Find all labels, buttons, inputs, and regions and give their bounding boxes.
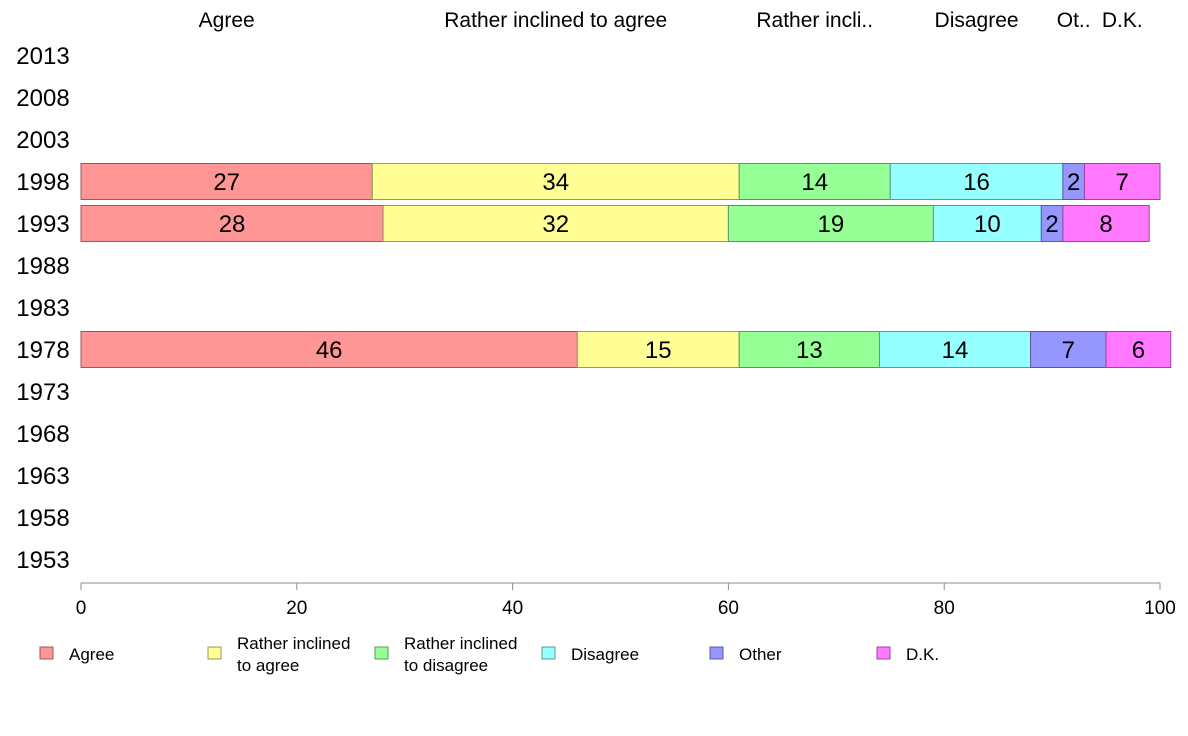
bar-1998-agree (80, 163, 373, 200)
column-header-d-k: D.K. (1102, 9, 1143, 32)
bar-label-1998-other: 2 (1067, 169, 1080, 196)
bar-label-1998-rather-inclined-to-agree: 34 (542, 169, 569, 196)
x-tick-label-100: 100 (1144, 598, 1176, 619)
bar-label-1978-disagree: 14 (942, 337, 969, 364)
bar-1978-agree (80, 331, 578, 368)
year-label-1958: 1958 (16, 505, 69, 532)
x-tick-label-80: 80 (934, 598, 955, 619)
year-label-2008: 2008 (16, 85, 69, 112)
bar-label-1993-other: 2 (1045, 211, 1058, 238)
year-labels: 2013 2008 2003 1998 1993 1988 1983 1978 1973 1968… (16, 43, 69, 574)
column-header-other: Ot.. (1057, 9, 1091, 32)
bar-1993-rather-inclined-to-agree (382, 205, 729, 242)
legend-swatch-other (709, 646, 724, 660)
legend-label-rather-inclined-to-disagree-line-1: Rather inclined (404, 634, 517, 653)
x-tick-label-40: 40 (502, 598, 523, 619)
column-headers: Agree Rather inclined to agree Rather incl… (199, 9, 1143, 32)
bar-label-1998-disagree: 16 (963, 169, 990, 196)
bars: 27 34 14 16 2 728 32 19 10 2 846 15 13 14 7 6 (80, 163, 1172, 368)
year-label-1988: 1988 (16, 253, 69, 280)
bar-label-1993-agree: 28 (219, 211, 246, 238)
column-header-rather-inclined-to-disagree: Rather incli.. (756, 9, 873, 32)
year-label-1963: 1963 (16, 463, 69, 490)
year-label-2013: 2013 (16, 43, 69, 70)
year-label-1968: 1968 (16, 421, 69, 448)
legend-label-other: Other (739, 645, 782, 664)
bar-1978-rather-inclined-to-disagree (738, 331, 880, 368)
bar-label-1978-rather-inclined-to-agree: 15 (645, 337, 672, 364)
year-label-1953: 1953 (16, 547, 69, 574)
year-label-2003: 2003 (16, 127, 69, 154)
legend-swatch-d-k (876, 646, 891, 660)
legend-label-d-k: D.K. (906, 645, 939, 664)
legend-swatch-rather-inclined-to-agree (207, 646, 222, 660)
bar-label-1978-rather-inclined-to-disagree: 13 (796, 337, 823, 364)
column-header-disagree: Disagree (935, 9, 1019, 32)
x-tick-label-0: 0 (76, 598, 87, 619)
bar-1993-disagree (932, 205, 1042, 242)
legend-swatch-rather-inclined-to-disagree (374, 646, 389, 660)
bar-1998-d-k (1083, 163, 1161, 200)
x-tick-label-60: 60 (718, 598, 739, 619)
bar-1993-d-k (1062, 205, 1150, 242)
bar-label-1998-rather-inclined-to-disagree: 14 (801, 169, 828, 196)
legend-label-disagree: Disagree (571, 645, 639, 664)
bar-1993-rather-inclined-to-disagree (727, 205, 934, 242)
bar-label-1998-agree: 27 (213, 169, 240, 196)
year-label-1998: 1998 (16, 169, 69, 196)
bar-1978-rather-inclined-to-agree (576, 331, 740, 368)
column-header-rather-inclined-to-agree: Rather inclined to agree (444, 9, 667, 32)
bar-label-1993-disagree: 10 (974, 211, 1001, 238)
bar-1998-rather-inclined-to-agree (371, 163, 740, 200)
bar-label-1978-d-k: 6 (1132, 337, 1145, 364)
legend-swatch-disagree (541, 646, 556, 660)
bar-label-1993-d-k: 8 (1099, 211, 1112, 238)
bar-label-1993-rather-inclined-to-agree: 32 (542, 211, 569, 238)
legend-label-rather-inclined-to-disagree-line-2: to disagree (404, 656, 488, 675)
legend-label-rather-inclined-to-agree-line-2: to agree (237, 656, 299, 675)
legend: Agree Rather inclined to agree Rather incli… (39, 634, 939, 675)
legend-swatch-agree (39, 646, 54, 660)
bar-label-1978-agree: 46 (316, 337, 343, 364)
year-label-1983: 1983 (16, 295, 69, 322)
x-tick-label-20: 20 (286, 598, 307, 619)
bar-label-1993-rather-inclined-to-disagree: 19 (818, 211, 845, 238)
year-label-1973: 1973 (16, 379, 69, 406)
legend-label-rather-inclined-to-agree-line-1: Rather inclined (237, 634, 350, 653)
year-label-1978: 1978 (16, 337, 69, 364)
bar-label-1998-d-k: 7 (1116, 169, 1129, 196)
bar-1978-disagree (878, 331, 1032, 368)
bar-label-1978-other: 7 (1062, 337, 1075, 364)
bar-1998-rather-inclined-to-disagree (738, 163, 891, 200)
column-header-agree: Agree (199, 9, 255, 32)
bar-1978-d-k (1105, 331, 1172, 368)
x-axis: 0 20 40 60 80 100 (76, 582, 1176, 619)
year-label-1993: 1993 (16, 211, 69, 238)
bar-1993-agree (80, 205, 384, 242)
legend-label-agree: Agree (69, 645, 114, 664)
